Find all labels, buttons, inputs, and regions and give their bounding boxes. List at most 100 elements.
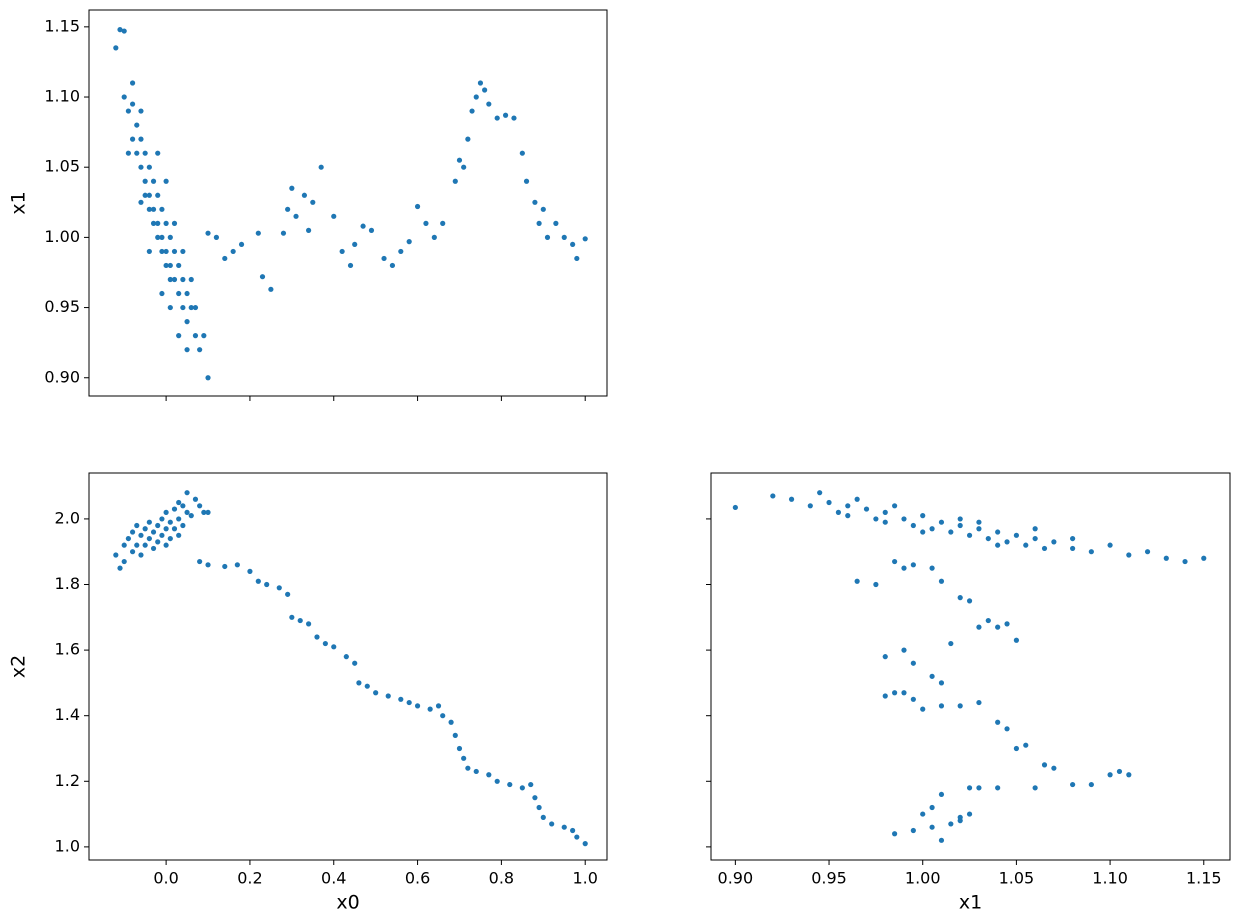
point <box>222 563 228 570</box>
point <box>901 565 907 571</box>
point <box>770 493 776 499</box>
point <box>1070 535 1076 542</box>
point <box>364 683 370 689</box>
point <box>910 562 916 568</box>
point <box>976 519 982 525</box>
x-tick-label: 0.6 <box>405 869 430 888</box>
point <box>205 375 211 381</box>
point <box>1107 542 1113 548</box>
point <box>184 319 190 325</box>
point <box>129 101 136 107</box>
point <box>892 690 898 696</box>
point <box>389 262 396 269</box>
point <box>826 499 832 506</box>
point <box>938 519 945 525</box>
point <box>155 234 161 240</box>
point <box>368 227 375 233</box>
point <box>1070 781 1076 788</box>
point <box>163 542 169 548</box>
point <box>544 234 551 240</box>
point <box>995 624 1001 630</box>
point <box>892 831 898 837</box>
point <box>360 223 366 229</box>
point <box>574 255 580 262</box>
point <box>469 108 475 114</box>
point <box>138 108 144 114</box>
point <box>129 549 136 555</box>
point <box>948 640 954 647</box>
point <box>318 164 324 170</box>
point <box>494 115 500 121</box>
x-tick-label: 0.90 <box>718 869 754 888</box>
y-tick-label: 1.8 <box>55 574 80 593</box>
point <box>1201 555 1207 561</box>
point <box>167 276 173 283</box>
point <box>452 178 458 184</box>
point <box>167 304 173 311</box>
point <box>121 542 127 548</box>
point <box>473 768 479 775</box>
axes-frame <box>710 472 1231 861</box>
point <box>138 164 144 170</box>
y-tick-label: 1.4 <box>55 705 80 724</box>
point <box>948 529 954 535</box>
point <box>234 562 240 568</box>
point <box>155 220 161 226</box>
x-axis-label: x1 <box>959 892 982 914</box>
point <box>938 578 945 584</box>
y-tick-label: 0.90 <box>44 367 80 386</box>
point <box>511 115 517 121</box>
point <box>929 804 935 811</box>
x-tick-label: 1.05 <box>999 869 1035 888</box>
point <box>440 713 446 719</box>
point <box>356 680 362 686</box>
point <box>150 206 157 212</box>
point <box>322 640 328 647</box>
point <box>134 542 140 548</box>
point <box>582 236 588 242</box>
point <box>138 136 144 142</box>
point <box>121 28 127 34</box>
point <box>929 824 935 830</box>
point <box>414 703 421 709</box>
point <box>976 624 982 630</box>
point <box>222 255 228 262</box>
point <box>184 290 190 297</box>
point <box>121 558 127 565</box>
point <box>171 220 178 226</box>
point <box>176 532 182 538</box>
point <box>536 804 542 811</box>
point <box>523 178 530 184</box>
point <box>406 699 412 706</box>
point <box>197 558 203 565</box>
point <box>985 535 991 542</box>
point <box>125 108 131 114</box>
point <box>155 192 161 198</box>
point <box>146 192 152 198</box>
x-tick-label: 1.15 <box>1186 869 1222 888</box>
point <box>423 220 429 226</box>
point <box>159 206 165 212</box>
point <box>582 841 588 847</box>
point <box>247 568 253 574</box>
point <box>817 490 823 496</box>
point <box>293 213 299 219</box>
point <box>171 248 178 255</box>
point <box>435 703 442 709</box>
x-tick-label: 1.00 <box>905 869 941 888</box>
point <box>238 241 245 248</box>
point <box>929 673 935 679</box>
point <box>113 552 119 558</box>
point <box>957 703 963 709</box>
point <box>920 513 926 519</box>
point <box>171 526 178 532</box>
point <box>456 745 463 752</box>
point <box>150 220 157 226</box>
point <box>519 785 525 791</box>
point <box>150 529 157 535</box>
point <box>532 795 538 801</box>
point <box>197 347 203 353</box>
point <box>938 837 945 843</box>
y-tick-label: 1.15 <box>44 16 80 35</box>
